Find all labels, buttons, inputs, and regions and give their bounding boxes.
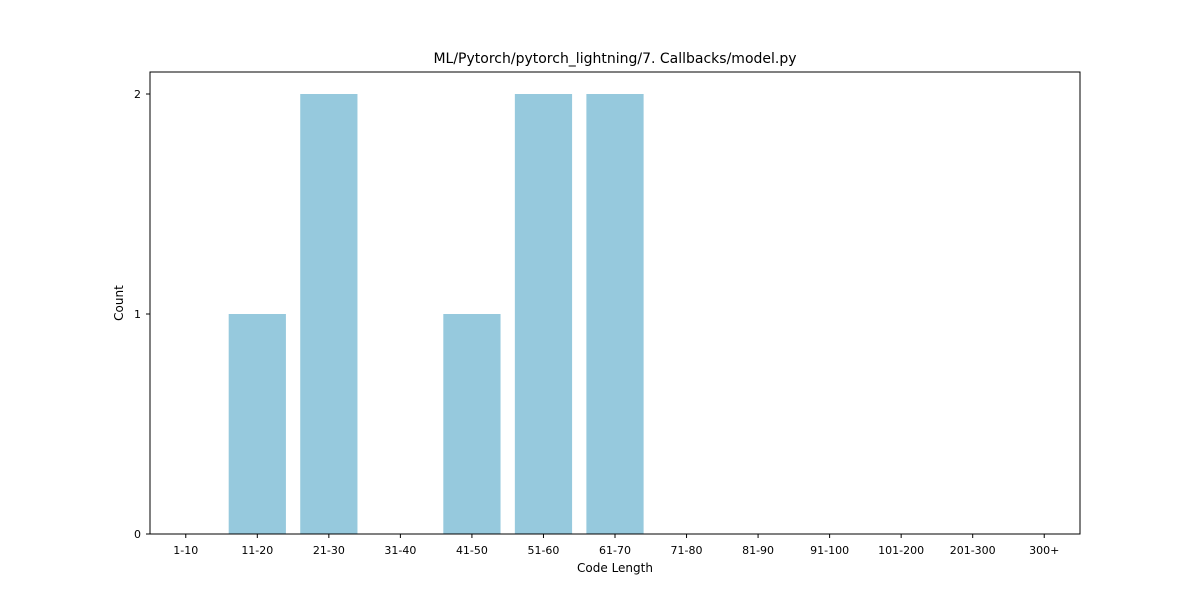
bar-61-70: [586, 94, 644, 534]
x-tick-label: 11-20: [241, 544, 273, 557]
bar-21-30: [300, 94, 358, 534]
x-tick-label: 81-90: [742, 544, 774, 557]
y-axis-label: Count: [112, 285, 126, 321]
x-tick-label: 51-60: [527, 544, 559, 557]
plot-frame: [149, 71, 1081, 535]
y-tick-label: 0: [134, 528, 141, 541]
x-tick-label: 71-80: [671, 544, 703, 557]
x-tick-label: 21-30: [313, 544, 345, 557]
x-tick-label: 31-40: [384, 544, 416, 557]
bar-51-60: [514, 94, 573, 534]
x-axis-label: Code Length: [577, 561, 653, 575]
y-tick-label: 2: [134, 88, 141, 101]
bar-11-20: [228, 314, 286, 534]
x-ticks-group: 1-10 11-20 21-30 31-40 41-50 51-60 61-70 71-80 8…: [173, 534, 1059, 557]
x-tick-label: 61-70: [599, 544, 631, 557]
x-tick-label: 41-50: [456, 544, 488, 557]
x-tick-label: 201-300: [950, 544, 996, 557]
x-tick-label: 91-100: [810, 544, 849, 557]
chart-title: ML/Pytorch/pytorch_lightning/7. Callback…: [433, 51, 796, 67]
x-tick-label: 1-10: [173, 544, 198, 557]
x-tick-label: 101-200: [878, 544, 924, 557]
y-tick-label: 1: [134, 308, 141, 321]
bars-group: [228, 94, 644, 534]
y-ticks-group: 0 1 2: [134, 88, 150, 541]
x-tick-label: 300+: [1029, 544, 1059, 557]
bar-41-50: [443, 314, 501, 534]
